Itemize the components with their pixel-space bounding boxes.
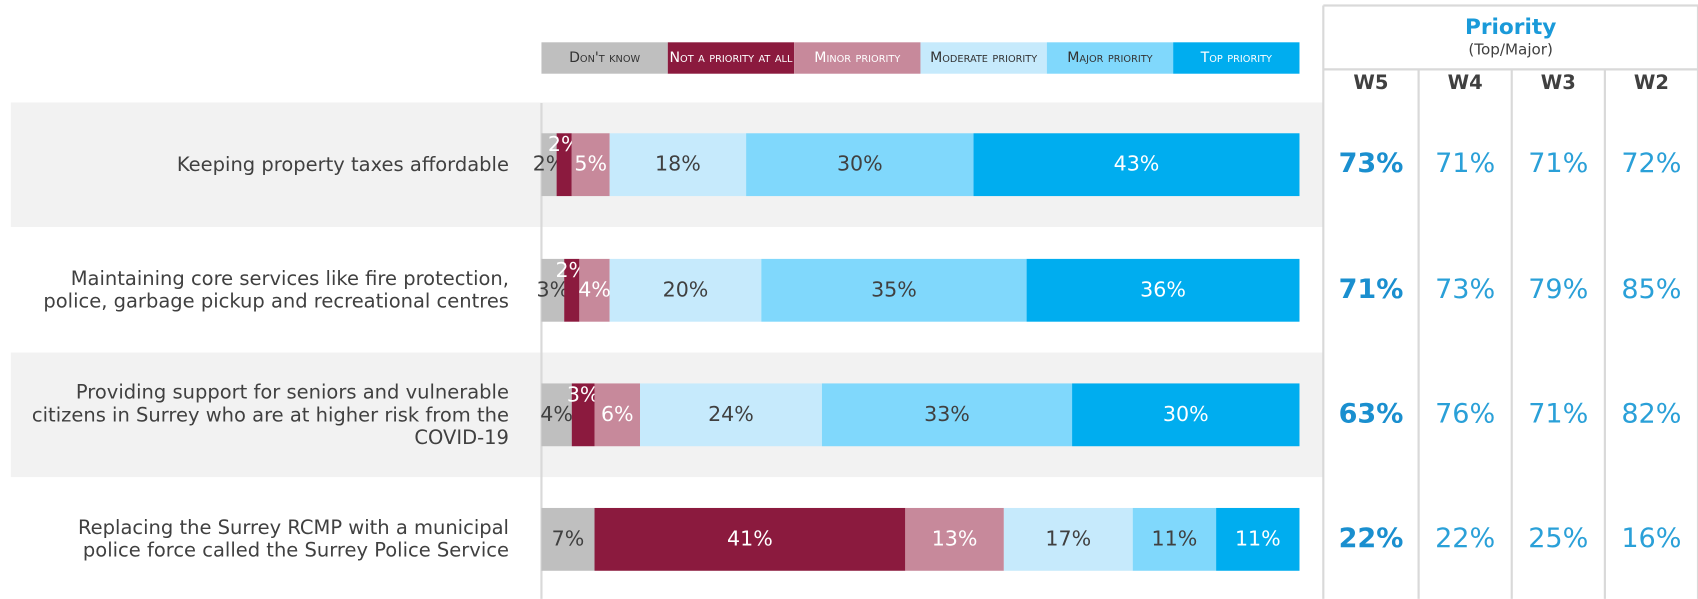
- bar-segment: [905, 507, 1004, 571]
- legend-swatch: [1173, 42, 1300, 74]
- bar-segment: [1132, 507, 1217, 571]
- legend-label: Top priority: [1200, 49, 1272, 66]
- legend-label: Not a priority at all: [669, 49, 793, 66]
- category-label: Providing support for seniors and vulner…: [31, 380, 509, 449]
- bar-segment: [1216, 507, 1300, 571]
- legend-label-box: Major priority: [1067, 49, 1153, 66]
- table-cell: 71%: [1339, 274, 1404, 305]
- table-cell: 85%: [1621, 274, 1681, 305]
- bar-segment: [541, 258, 565, 322]
- legend-label: Moderate priority: [930, 49, 1038, 66]
- column-header: W2: [1634, 71, 1669, 94]
- category-label-box: Replacing the Surrey RCMP with a municip…: [78, 516, 509, 563]
- bar-segment: [556, 133, 572, 197]
- column-header: W5: [1353, 71, 1388, 94]
- bar-segment: [594, 507, 906, 571]
- bar-segment: [821, 383, 1073, 447]
- category-label-box: Keeping property taxes affordable: [176, 153, 509, 177]
- table-cell: 63%: [1339, 398, 1404, 429]
- bar-segment: [639, 383, 822, 447]
- value-label: 17%: [1045, 526, 1091, 550]
- bar-segment: [541, 133, 557, 197]
- bar-segment: [579, 258, 610, 322]
- bar-segment: [1026, 258, 1300, 322]
- table-cell: 73%: [1435, 274, 1495, 305]
- bar-segment: [1072, 383, 1300, 447]
- value-label: 41%: [727, 526, 773, 550]
- column-header: W4: [1448, 71, 1483, 94]
- value-label: 11%: [1152, 526, 1198, 550]
- bar-segment: [541, 383, 572, 447]
- table-cell: 25%: [1528, 523, 1588, 554]
- category-label: Replacing the Surrey RCMP with a municip…: [78, 516, 509, 563]
- value-label: 7%: [552, 526, 585, 550]
- table-cell: 16%: [1621, 523, 1681, 554]
- legend-label: Major priority: [1067, 49, 1153, 66]
- bar-segment: [571, 133, 610, 197]
- value-label: 43%: [1114, 152, 1160, 176]
- table-cell: 79%: [1528, 274, 1588, 305]
- bar-segment: [609, 133, 747, 197]
- bar-segment: [594, 383, 640, 447]
- legend-label-box: Moderate priority: [930, 49, 1038, 66]
- legend-label-box: Don't know: [569, 49, 641, 66]
- value-label: 20%: [663, 277, 709, 301]
- value-label: 30%: [837, 152, 883, 176]
- column-header: W3: [1541, 71, 1576, 94]
- category-label-box: Maintaining core services like fire prot…: [43, 267, 509, 314]
- legend-swatch: [541, 42, 668, 74]
- legend-swatch: [1046, 42, 1174, 74]
- legend-label-box: Top priority: [1200, 49, 1272, 66]
- bar-segment: [564, 258, 580, 322]
- legend-label: Minor priority: [814, 49, 901, 66]
- value-label: 11%: [1235, 526, 1281, 550]
- category-label: Keeping property taxes affordable: [176, 153, 509, 177]
- bar-segment: [746, 133, 974, 197]
- bar-segment: [609, 258, 762, 322]
- table-cell: 76%: [1435, 398, 1495, 429]
- legend-swatch: [794, 42, 921, 74]
- table-cell: 71%: [1528, 148, 1588, 179]
- legend-label: Don't know: [569, 49, 641, 66]
- bar-segment: [571, 383, 595, 447]
- value-label: 6%: [601, 402, 634, 426]
- table-cell: 22%: [1339, 523, 1404, 554]
- value-label: 35%: [871, 277, 917, 301]
- bar-segment: [761, 258, 1027, 322]
- value-label: 3%: [567, 382, 600, 406]
- category-label-box: Providing support for seniors and vulner…: [31, 380, 509, 449]
- legend-swatch: [667, 42, 795, 74]
- value-label: 3%: [537, 277, 570, 301]
- bar-segment: [973, 133, 1300, 197]
- value-label: 4%: [578, 277, 611, 301]
- legend-label-box: Not a priority at all: [669, 49, 793, 66]
- value-label: 24%: [708, 402, 754, 426]
- table-cell: 71%: [1435, 148, 1495, 179]
- value-label: 4%: [540, 402, 573, 426]
- value-label: 18%: [655, 152, 701, 176]
- legend-swatch: [920, 42, 1047, 74]
- table-cell: 73%: [1339, 148, 1404, 179]
- table-cell: 22%: [1435, 523, 1495, 554]
- value-label: 36%: [1140, 277, 1186, 301]
- table-subtitle: (Top/Major): [1468, 40, 1553, 58]
- value-label: 5%: [574, 152, 607, 176]
- bar-segment: [1003, 507, 1133, 571]
- table-title: Priority: [1465, 15, 1556, 40]
- table-cell: 82%: [1621, 398, 1681, 429]
- bar-segment: [541, 507, 595, 571]
- category-label: Maintaining core services like fire prot…: [43, 267, 509, 314]
- value-label: 33%: [924, 402, 970, 426]
- value-label: 13%: [932, 526, 978, 550]
- table-cell: 72%: [1621, 148, 1681, 179]
- table-cell: 71%: [1528, 398, 1588, 429]
- legend-label-box: Minor priority: [814, 49, 901, 66]
- value-label: 30%: [1163, 402, 1209, 426]
